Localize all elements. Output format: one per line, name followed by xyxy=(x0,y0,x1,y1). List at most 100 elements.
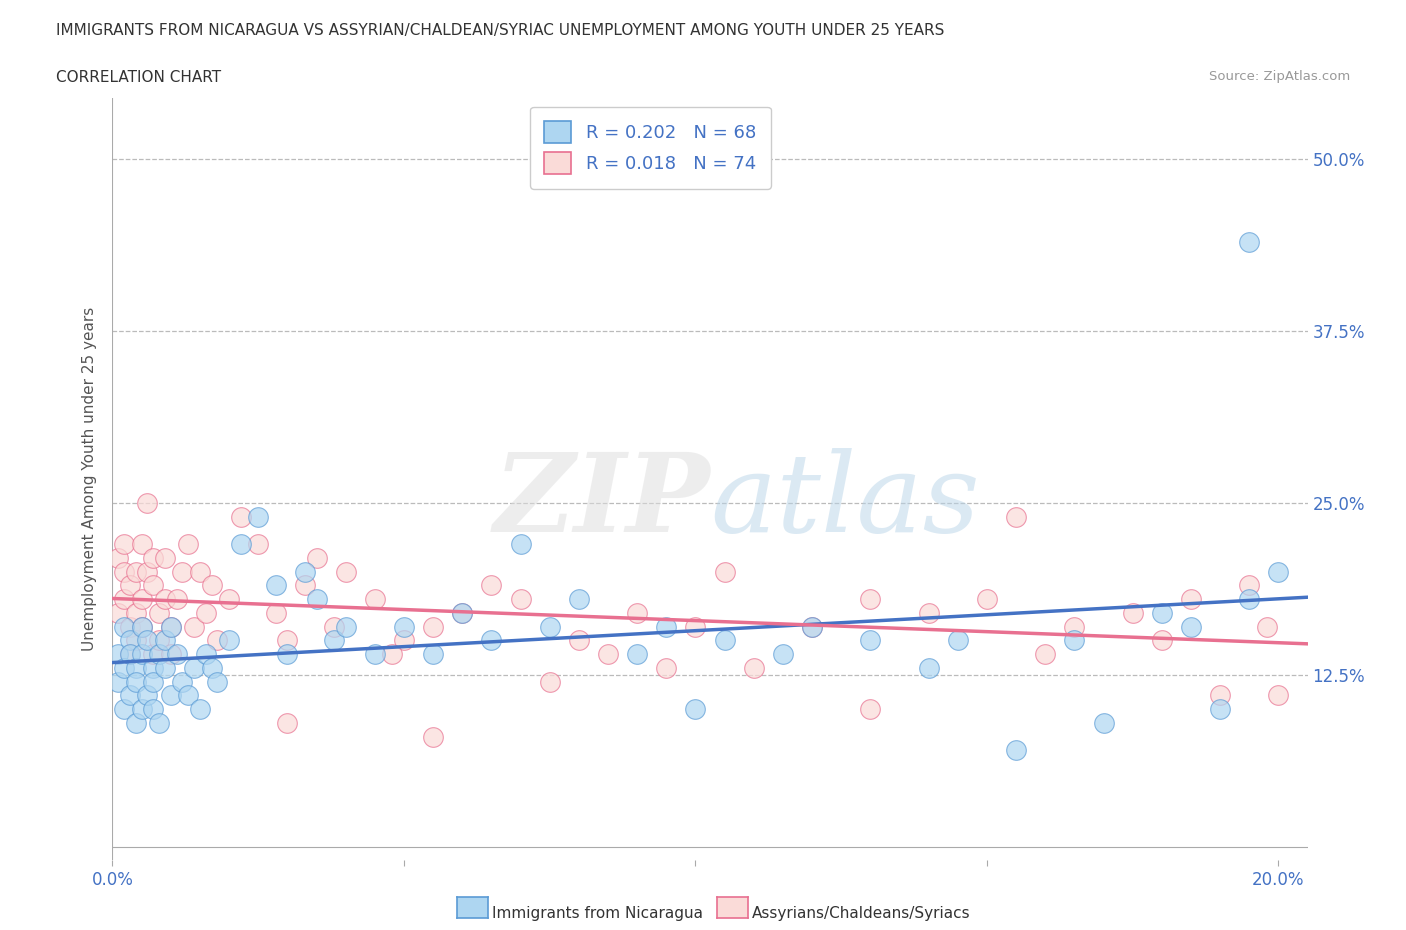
Point xyxy=(538,619,561,634)
Point xyxy=(131,619,153,634)
Point xyxy=(177,537,200,551)
Point xyxy=(276,633,298,648)
Point xyxy=(772,646,794,661)
Point xyxy=(118,646,141,661)
Text: Source: ZipAtlas.com: Source: ZipAtlas.com xyxy=(1209,70,1350,83)
Point xyxy=(142,660,165,675)
Point xyxy=(148,646,170,661)
Point xyxy=(1180,591,1202,606)
Point xyxy=(148,633,170,648)
Point xyxy=(364,591,387,606)
Point xyxy=(1122,605,1144,620)
Point xyxy=(568,591,591,606)
Point xyxy=(655,660,678,675)
Point xyxy=(125,565,148,579)
Point xyxy=(183,619,205,634)
Point xyxy=(1063,619,1085,634)
Point xyxy=(481,633,503,648)
Point xyxy=(207,674,229,689)
Point xyxy=(247,537,270,551)
Point xyxy=(859,633,882,648)
Point xyxy=(159,619,181,634)
Point xyxy=(1150,633,1173,648)
Point xyxy=(917,605,939,620)
Point xyxy=(1267,688,1289,703)
Point xyxy=(200,660,222,675)
Point xyxy=(107,646,129,661)
Point xyxy=(323,633,346,648)
Point xyxy=(177,688,200,703)
Point xyxy=(131,591,153,606)
Point xyxy=(568,633,591,648)
Text: Assyrians/Chaldeans/Syriacs: Assyrians/Chaldeans/Syriacs xyxy=(752,906,970,921)
Point xyxy=(481,578,503,593)
Point xyxy=(131,646,153,661)
Point xyxy=(131,619,153,634)
Point xyxy=(626,646,648,661)
Point xyxy=(142,674,165,689)
Point xyxy=(118,646,141,661)
Point xyxy=(118,578,141,593)
Point xyxy=(538,674,561,689)
Point xyxy=(685,619,707,634)
Point xyxy=(1209,688,1232,703)
Point xyxy=(422,619,444,634)
Point xyxy=(118,688,141,703)
Point xyxy=(509,591,531,606)
Point xyxy=(229,510,252,525)
Point xyxy=(305,551,328,565)
Point xyxy=(381,646,404,661)
Point xyxy=(107,674,129,689)
Point xyxy=(112,619,135,634)
Point xyxy=(218,591,240,606)
Point xyxy=(125,605,148,620)
Point xyxy=(125,660,148,675)
Point xyxy=(218,633,240,648)
Point xyxy=(859,701,882,716)
Point xyxy=(112,537,135,551)
Point xyxy=(305,591,328,606)
Point xyxy=(1209,701,1232,716)
Legend: R = 0.202   N = 68, R = 0.018   N = 74: R = 0.202 N = 68, R = 0.018 N = 74 xyxy=(530,107,770,189)
Point xyxy=(112,565,135,579)
Point xyxy=(136,565,159,579)
Text: IMMIGRANTS FROM NICARAGUA VS ASSYRIAN/CHALDEAN/SYRIAC UNEMPLOYMENT AMONG YOUTH U: IMMIGRANTS FROM NICARAGUA VS ASSYRIAN/CH… xyxy=(56,23,945,38)
Point xyxy=(276,646,298,661)
Point xyxy=(655,619,678,634)
Point xyxy=(247,510,270,525)
Point xyxy=(1267,565,1289,579)
Point xyxy=(1180,619,1202,634)
Point xyxy=(1033,646,1056,661)
Point xyxy=(153,551,176,565)
Point xyxy=(172,565,194,579)
Point xyxy=(136,633,159,648)
Point xyxy=(364,646,387,661)
Point xyxy=(596,646,619,661)
Point xyxy=(294,578,316,593)
Point xyxy=(685,701,707,716)
Point xyxy=(200,578,222,593)
Point xyxy=(294,565,316,579)
Point xyxy=(125,633,148,648)
Point xyxy=(142,551,165,565)
Point xyxy=(125,715,148,730)
Point xyxy=(142,578,165,593)
Point xyxy=(917,660,939,675)
Point xyxy=(1063,633,1085,648)
Point xyxy=(392,619,415,634)
Point xyxy=(626,605,648,620)
Point xyxy=(131,537,153,551)
Point xyxy=(801,619,824,634)
Point xyxy=(1005,743,1028,758)
Point xyxy=(1239,234,1261,249)
Point xyxy=(1239,591,1261,606)
Point xyxy=(422,729,444,744)
Point xyxy=(159,646,181,661)
Point xyxy=(207,633,229,648)
Text: Immigrants from Nicaragua: Immigrants from Nicaragua xyxy=(492,906,703,921)
Point xyxy=(713,565,735,579)
Point xyxy=(392,633,415,648)
Point xyxy=(107,605,129,620)
Point xyxy=(713,633,735,648)
Point xyxy=(183,660,205,675)
